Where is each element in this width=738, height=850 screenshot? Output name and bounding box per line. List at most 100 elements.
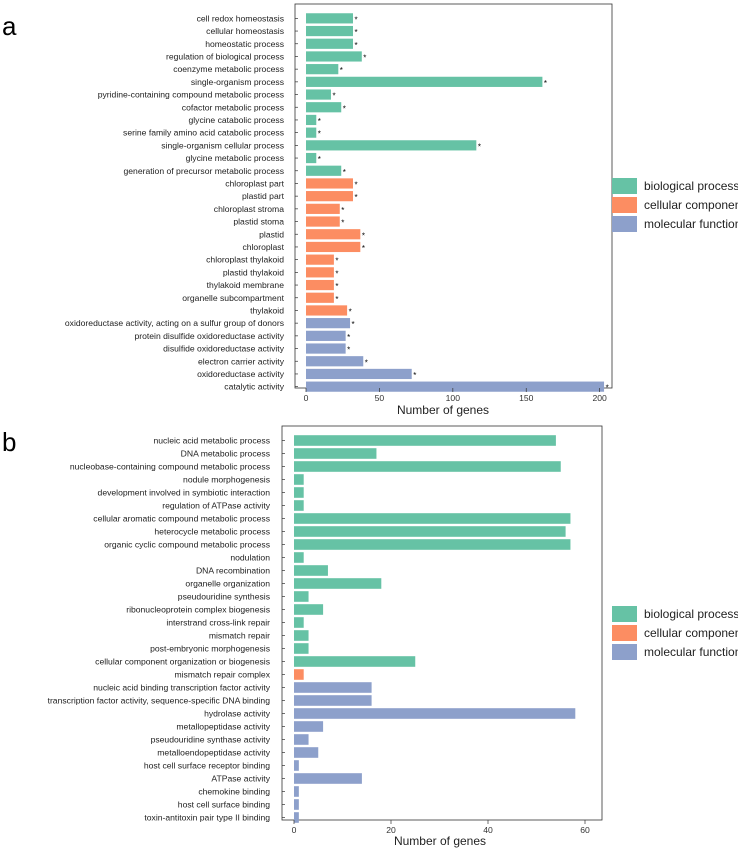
bar-b-0 (294, 435, 556, 446)
category-label-a-0: cell redox homeostasis (197, 13, 284, 23)
category-label-a-11: glycine metabolic process (186, 153, 284, 163)
category-label-a-29: catalytic activity (224, 382, 284, 392)
x-tick-label-a-1: 50 (375, 393, 385, 403)
panel-a: a cell redox homeostasis cellular homeost… (2, 3, 738, 417)
panel-b: b nucleic acid metabolic process DNA meta… (2, 425, 738, 848)
bar-a-4 (306, 64, 339, 75)
significance-star-20: * (335, 269, 338, 278)
legend-swatch-a-1 (612, 197, 637, 213)
bar-a-3 (306, 51, 362, 62)
x-tick-label-a-3: 150 (519, 393, 534, 403)
bar-b-20 (294, 695, 372, 706)
legend-label-a-0: biological process (644, 179, 738, 193)
bar-a-19 (306, 254, 334, 265)
category-label-b-12: pseudouridine synthesis (178, 592, 270, 602)
category-label-b-15: mismatch repair (209, 631, 270, 641)
panel-a-x-axis-title: Number of genes (397, 403, 489, 417)
category-label-a-15: chloroplast stroma (214, 204, 284, 214)
bar-a-9 (306, 127, 317, 138)
category-label-b-5: regulation of ATPase activity (162, 501, 270, 511)
panel-b-label: b (2, 427, 16, 457)
legend-swatch-b-1 (612, 625, 637, 641)
significance-star-22: * (335, 295, 338, 304)
category-label-a-13: chloroplast part (225, 178, 284, 188)
category-label-a-26: disulfide oxidoreductase activity (163, 344, 285, 354)
bar-b-25 (294, 760, 299, 771)
bar-a-17 (306, 229, 361, 240)
category-label-a-1: cellular homeostasis (206, 26, 284, 36)
bar-b-5 (294, 500, 304, 511)
bar-a-0 (306, 13, 353, 24)
bar-a-21 (306, 279, 334, 291)
bar-a-6 (306, 89, 331, 100)
panel-b-plot-frame (281, 425, 603, 821)
category-label-b-13: ribonucleoprotein complex biogenesis (126, 605, 270, 615)
category-label-b-28: host cell surface binding (178, 800, 270, 810)
bar-b-12 (294, 591, 309, 602)
bar-a-16 (306, 216, 340, 227)
panel-a-bars (306, 13, 605, 392)
bar-b-15 (294, 630, 309, 641)
category-label-a-19: chloroplast thylakoid (206, 255, 284, 265)
legend-swatch-b-2 (612, 644, 637, 660)
bar-a-23 (306, 305, 348, 316)
bar-b-10 (294, 565, 328, 576)
bar-a-11 (306, 152, 317, 164)
bar-b-27 (294, 786, 299, 797)
bar-a-20 (306, 267, 334, 278)
x-tick-label-a-2: 100 (446, 393, 461, 403)
significance-star-8: * (318, 117, 321, 126)
significance-star-15: * (341, 206, 344, 215)
category-label-b-18: mismatch repair complex (174, 670, 270, 680)
category-label-b-3: nodule morphogenesis (183, 475, 270, 485)
significance-star-6: * (332, 92, 335, 101)
category-label-a-25: protein disulfide oxidoreductase activit… (134, 331, 284, 341)
bar-a-18 (306, 241, 361, 253)
significance-star-23: * (349, 307, 352, 316)
bar-a-14 (306, 191, 353, 202)
legend-label-b-2: molecular function (644, 645, 738, 659)
legend-swatch-a-0 (612, 178, 637, 194)
category-label-b-14: interstrand cross-link repair (166, 618, 270, 628)
category-label-a-27: electron carrier activity (198, 356, 285, 366)
category-label-b-10: DNA recombination (196, 566, 270, 576)
category-label-a-3: regulation of biological process (166, 51, 284, 61)
bar-b-14 (294, 617, 304, 628)
bar-b-17 (294, 656, 416, 667)
category-label-b-0: nucleic acid metabolic process (153, 436, 270, 446)
legend-swatch-b-0 (612, 606, 637, 622)
significance-star-3: * (363, 53, 366, 62)
legend-label-a-2: molecular function (644, 217, 738, 231)
bar-a-22 (306, 292, 334, 303)
significance-star-9: * (318, 130, 321, 139)
bar-a-13 (306, 178, 353, 189)
bar-b-22 (294, 721, 324, 732)
bar-a-27 (306, 356, 364, 367)
bar-b-3 (294, 474, 304, 485)
significance-star-11: * (318, 155, 321, 164)
significance-star-25: * (347, 333, 350, 342)
bar-a-7 (306, 102, 342, 113)
category-label-b-11: organelle organization (185, 579, 270, 589)
x-tick-label-b-0: 0 (292, 825, 297, 835)
bar-b-9 (294, 552, 304, 563)
bar-a-1 (306, 25, 353, 37)
legend-swatch-a-2 (612, 216, 637, 232)
category-label-a-14: plastid part (242, 191, 285, 201)
legend-label-b-0: biological process (644, 607, 738, 621)
significance-star-14: * (354, 193, 357, 202)
significance-star-24: * (352, 320, 355, 329)
significance-star-13: * (354, 180, 357, 189)
bar-b-1 (294, 448, 377, 459)
panel-b-x-axis: 0 20 40 60 (292, 820, 590, 835)
significance-star-26: * (347, 346, 350, 355)
bar-a-15 (306, 203, 340, 214)
bar-a-26 (306, 343, 346, 354)
significance-star-4: * (340, 66, 343, 75)
bar-b-8 (294, 539, 571, 550)
category-label-a-23: thylakoid (250, 305, 284, 315)
significance-star-0: * (354, 15, 357, 24)
category-label-b-27: chemokine binding (198, 787, 270, 797)
category-label-b-8: organic cyclic compound metabolic proces… (104, 540, 270, 550)
